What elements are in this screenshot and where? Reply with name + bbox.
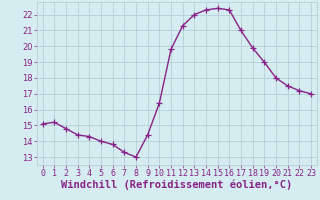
X-axis label: Windchill (Refroidissement éolien,°C): Windchill (Refroidissement éolien,°C) [61, 180, 292, 190]
